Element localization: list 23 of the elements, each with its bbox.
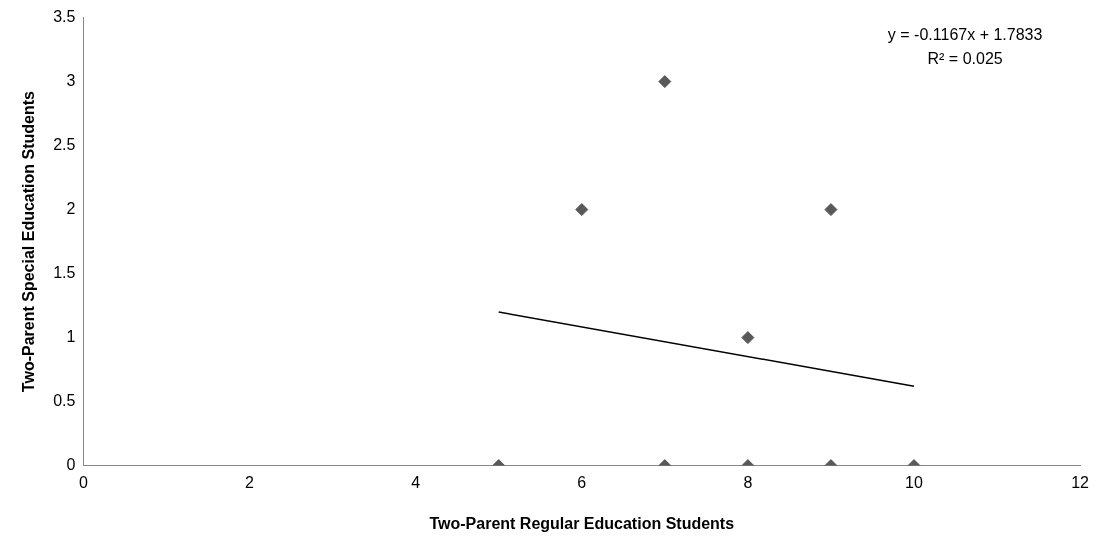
x-tick-label: 4 <box>411 473 421 491</box>
y-tick-label: 3.5 <box>53 8 76 26</box>
x-tick-label: 12 <box>1071 473 1090 491</box>
y-tick-label: 0 <box>66 456 76 474</box>
x-tick-label: 2 <box>245 473 255 491</box>
point <box>575 203 589 217</box>
x-tick-label: 8 <box>743 473 753 491</box>
x-tick-label: 10 <box>905 473 923 491</box>
x-tick-label: 0 <box>78 473 88 491</box>
y-tick-label: 2 <box>66 200 76 218</box>
annotation: y = -0.1167x + 1.7833 <box>887 26 1043 44</box>
y-tick-label: 1 <box>66 328 76 346</box>
point <box>658 75 672 89</box>
y-tick-label: 0.5 <box>53 392 76 410</box>
y-axis-title: Two-Parent Special Education Students <box>20 90 38 393</box>
x-axis-title: Two-Parent Regular Education Students <box>429 514 735 532</box>
y-tick-label: 1.5 <box>53 264 76 282</box>
point <box>824 203 838 217</box>
annotation: R² = 0.025 <box>927 50 1003 68</box>
x-tick-label: 6 <box>577 473 587 491</box>
y-tick-label: 2.5 <box>53 136 76 154</box>
point <box>741 331 755 345</box>
y-tick-label: 3 <box>66 72 76 90</box>
